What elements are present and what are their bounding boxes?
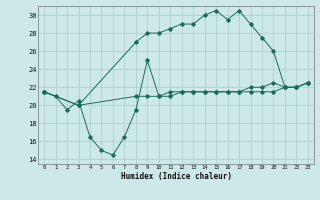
X-axis label: Humidex (Indice chaleur): Humidex (Indice chaleur) <box>121 172 231 181</box>
